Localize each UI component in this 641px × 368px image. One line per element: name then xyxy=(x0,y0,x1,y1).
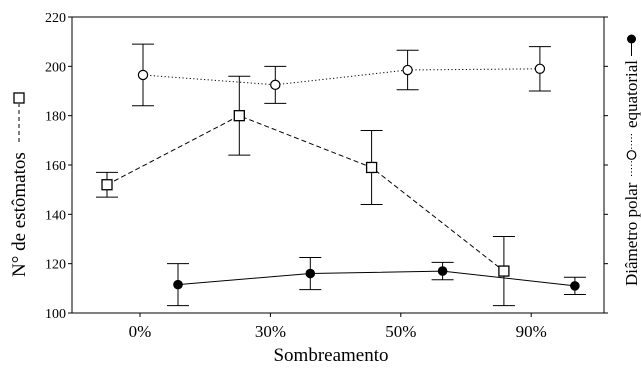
y-axis-title: N° de estômatos xyxy=(9,152,30,277)
x-axis-title: Sombreamento xyxy=(273,345,388,366)
y-tick-label: 220 xyxy=(45,11,66,26)
x-tick-label: 50% xyxy=(385,322,416,341)
legend-label-equatorial: equatorial xyxy=(622,60,641,128)
x-tick-label: 90% xyxy=(516,322,547,341)
data-point-diametro-equatorial xyxy=(305,268,316,279)
right-axis-title-group: Diâmetro polar equatorial xyxy=(622,34,641,286)
data-point-diametro-equatorial xyxy=(570,281,580,291)
legend-marker-open-square xyxy=(13,92,25,104)
legend-marker-filled-circle xyxy=(627,34,636,44)
y-tick-label: 200 xyxy=(45,60,66,75)
plot-frame xyxy=(71,16,605,314)
series-line-diametro-equatorial xyxy=(177,270,575,287)
data-point-estomatos xyxy=(101,179,113,191)
legend-marker-open-circle xyxy=(626,150,637,160)
data-point-estomatos xyxy=(365,161,378,174)
data-point-diametro-polar xyxy=(270,79,281,91)
x-tick-label: 30% xyxy=(255,322,286,341)
series-line-estomatos xyxy=(106,115,505,272)
data-point-estomatos xyxy=(233,110,245,122)
legend-label-polar: Diâmetro polar xyxy=(622,182,641,286)
series-layer xyxy=(96,43,586,307)
data-point-diametro-equatorial xyxy=(437,266,448,276)
data-point-diametro-polar xyxy=(137,69,149,81)
data-point-diametro-equatorial xyxy=(173,279,183,290)
axes: 100 120 140 160 180 200 220 0% 30% 50% 90% xyxy=(45,11,608,341)
y-tick-label: 180 xyxy=(45,110,66,125)
data-point-diametro-polar xyxy=(534,63,546,75)
y-tick-label: 140 xyxy=(45,208,66,223)
y-tick-label: 100 xyxy=(45,307,66,322)
y-tick-label: 160 xyxy=(45,159,66,174)
left-axis-title-group: N° de estômatos xyxy=(9,92,30,277)
series-line-diametro-polar xyxy=(142,68,540,86)
data-point-diametro-polar xyxy=(402,64,413,76)
data-point-estomatos xyxy=(498,265,510,277)
x-tick-label: 0% xyxy=(129,322,152,341)
y-tick-label: 120 xyxy=(45,258,66,273)
